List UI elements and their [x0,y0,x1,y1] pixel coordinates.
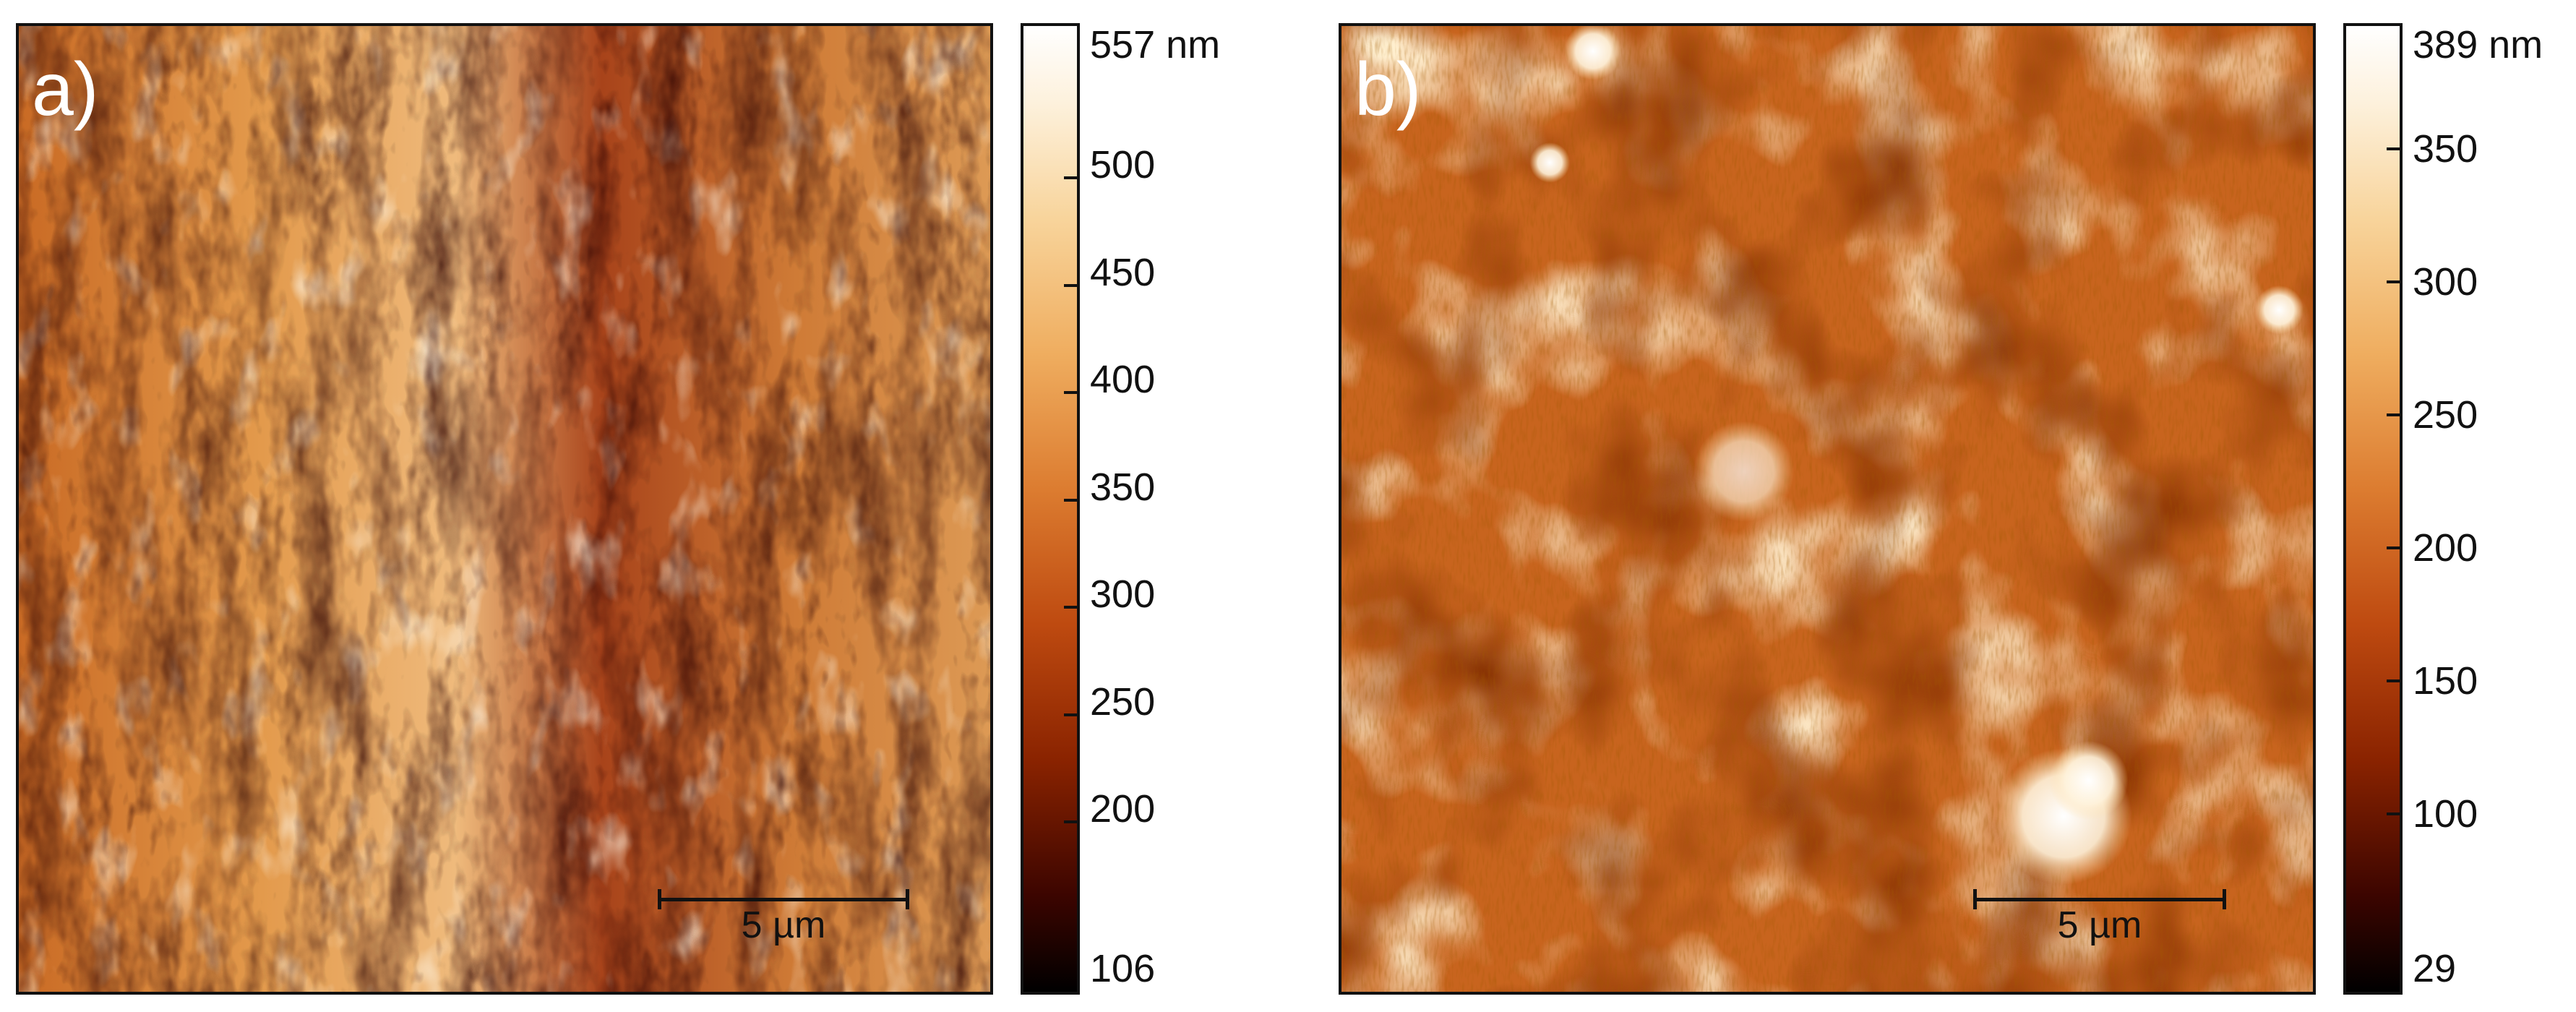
scale-bar-label-b: 5 µm [2057,904,2142,946]
panel-label-a: a) [32,48,99,132]
colorbar-tick-label: 350 [2413,127,2478,171]
colorbar-tick-label: 150 [2413,659,2478,703]
scale-bar-cap-left [658,889,661,909]
colorbar-tick [2387,679,2403,682]
colorbar-tick-label: 300 [1090,573,1156,616]
colorbar-tick [1064,284,1080,287]
afm-topography-a [19,26,990,992]
colorbar-tick-label: 450 [1090,251,1156,294]
colorbar-tick-label: 200 [2413,526,2478,570]
colorbar-tick [1064,391,1080,394]
colorbar-tick [2387,147,2403,150]
colorbar-max-label-b: 389 nm [2413,23,2543,67]
colorbar-tick [2387,413,2403,416]
colorbar-min-label-b: 29 [2413,947,2457,990]
afm-image-b: b) [1339,23,2316,995]
colorbar-tick-label: 250 [1090,680,1156,724]
colorbar-tick [1064,176,1080,179]
colorbar-gradient-a [1023,26,1077,992]
afm-image-a: a) [16,23,993,995]
scale-bar-label-a: 5 µm [741,904,826,946]
colorbar-tick [2387,280,2403,283]
afm-topography-b [1341,26,2313,992]
scale-bar-cap-left [1973,889,1977,909]
colorbar-min-label-a: 106 [1090,947,1156,990]
colorbar-b [2343,23,2403,995]
colorbar-tick-label: 500 [1090,143,1156,186]
colorbar-tick [2387,546,2403,549]
colorbar-tick [1064,820,1080,823]
scale-bar-cap-right [2223,889,2226,909]
scale-bar-a: 5 µm [658,882,909,946]
colorbar-tick [1064,606,1080,609]
scale-bar-line [1973,898,2226,901]
colorbar-tick [1064,499,1080,502]
panel-label-b: b) [1354,48,1422,132]
colorbar-tick [1064,713,1080,716]
colorbar-tick-label: 250 [2413,393,2478,437]
colorbar-tick-label: 400 [1090,358,1156,401]
scale-bar-cap-right [906,889,909,909]
colorbar-a [1021,23,1080,995]
colorbar-tick-label: 200 [1090,787,1156,831]
colorbar-gradient-b [2346,26,2400,992]
colorbar-tick-label: 300 [2413,260,2478,304]
scale-bar-line [658,898,909,901]
colorbar-tick-label: 350 [1090,466,1156,509]
colorbar-max-label-a: 557 nm [1090,23,1221,67]
colorbar-tick [2387,812,2403,815]
scale-bar-b: 5 µm [1973,882,2226,946]
colorbar-tick-label: 100 [2413,792,2478,836]
